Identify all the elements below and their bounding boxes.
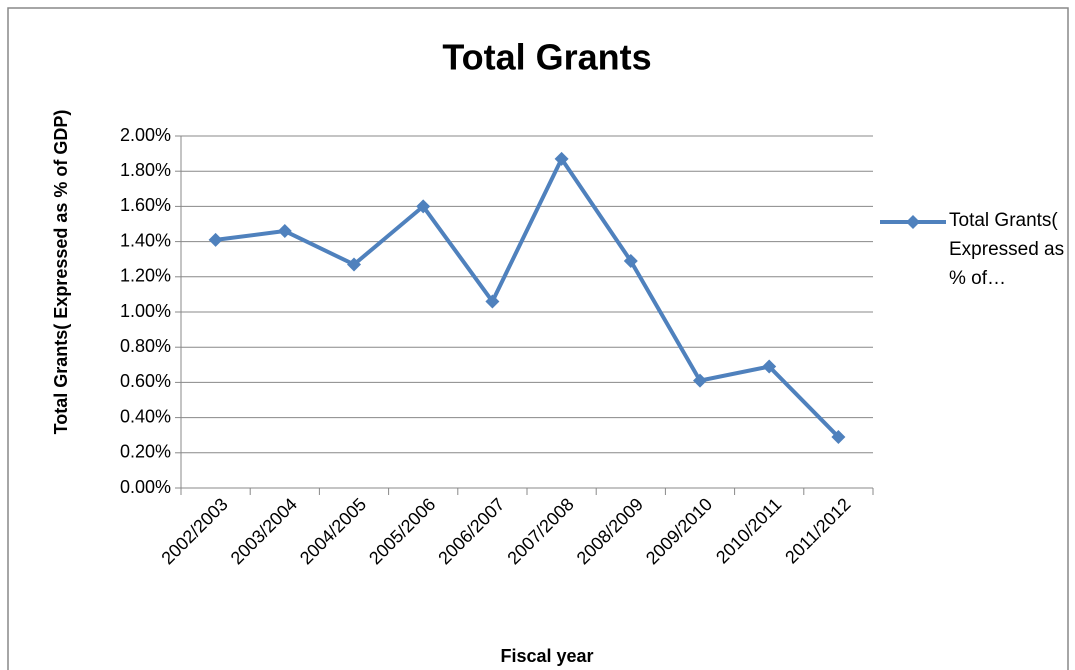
- data-marker: [485, 294, 500, 309]
- legend-label: Total Grants( Expressed as % of…: [949, 210, 1065, 289]
- y-tick-label: 1.40%: [120, 230, 171, 250]
- data-marker: [416, 199, 431, 214]
- y-axis-label: Total Grants( Expressed as % of GDP): [51, 110, 71, 435]
- data-marker: [623, 253, 638, 268]
- data-marker: [762, 359, 777, 374]
- x-axis-label: Fiscal year: [500, 646, 593, 666]
- chart-border: [7, 7, 1069, 670]
- data-marker: [693, 373, 707, 388]
- data-marker: [554, 151, 569, 166]
- data-marker: [347, 257, 361, 272]
- chart-title: Total Grants: [442, 37, 651, 78]
- y-tick-label: 0.80%: [120, 336, 171, 356]
- y-tick-label: 1.20%: [120, 266, 171, 286]
- data-marker: [277, 224, 292, 239]
- legend-marker: [906, 215, 920, 229]
- y-tick-label: 2.00%: [120, 125, 171, 145]
- y-tick-label: 0.00%: [120, 477, 171, 497]
- y-tick-label: 0.60%: [120, 371, 171, 391]
- y-tick-label: 1.60%: [120, 195, 171, 215]
- data-marker: [831, 429, 846, 444]
- y-tick-label: 0.40%: [120, 406, 171, 426]
- y-tick-label: 1.80%: [120, 160, 171, 180]
- y-tick-label: 0.20%: [120, 442, 171, 462]
- y-tick-label: 1.00%: [120, 301, 171, 321]
- data-line: [215, 156, 840, 439]
- data-marker: [208, 232, 223, 247]
